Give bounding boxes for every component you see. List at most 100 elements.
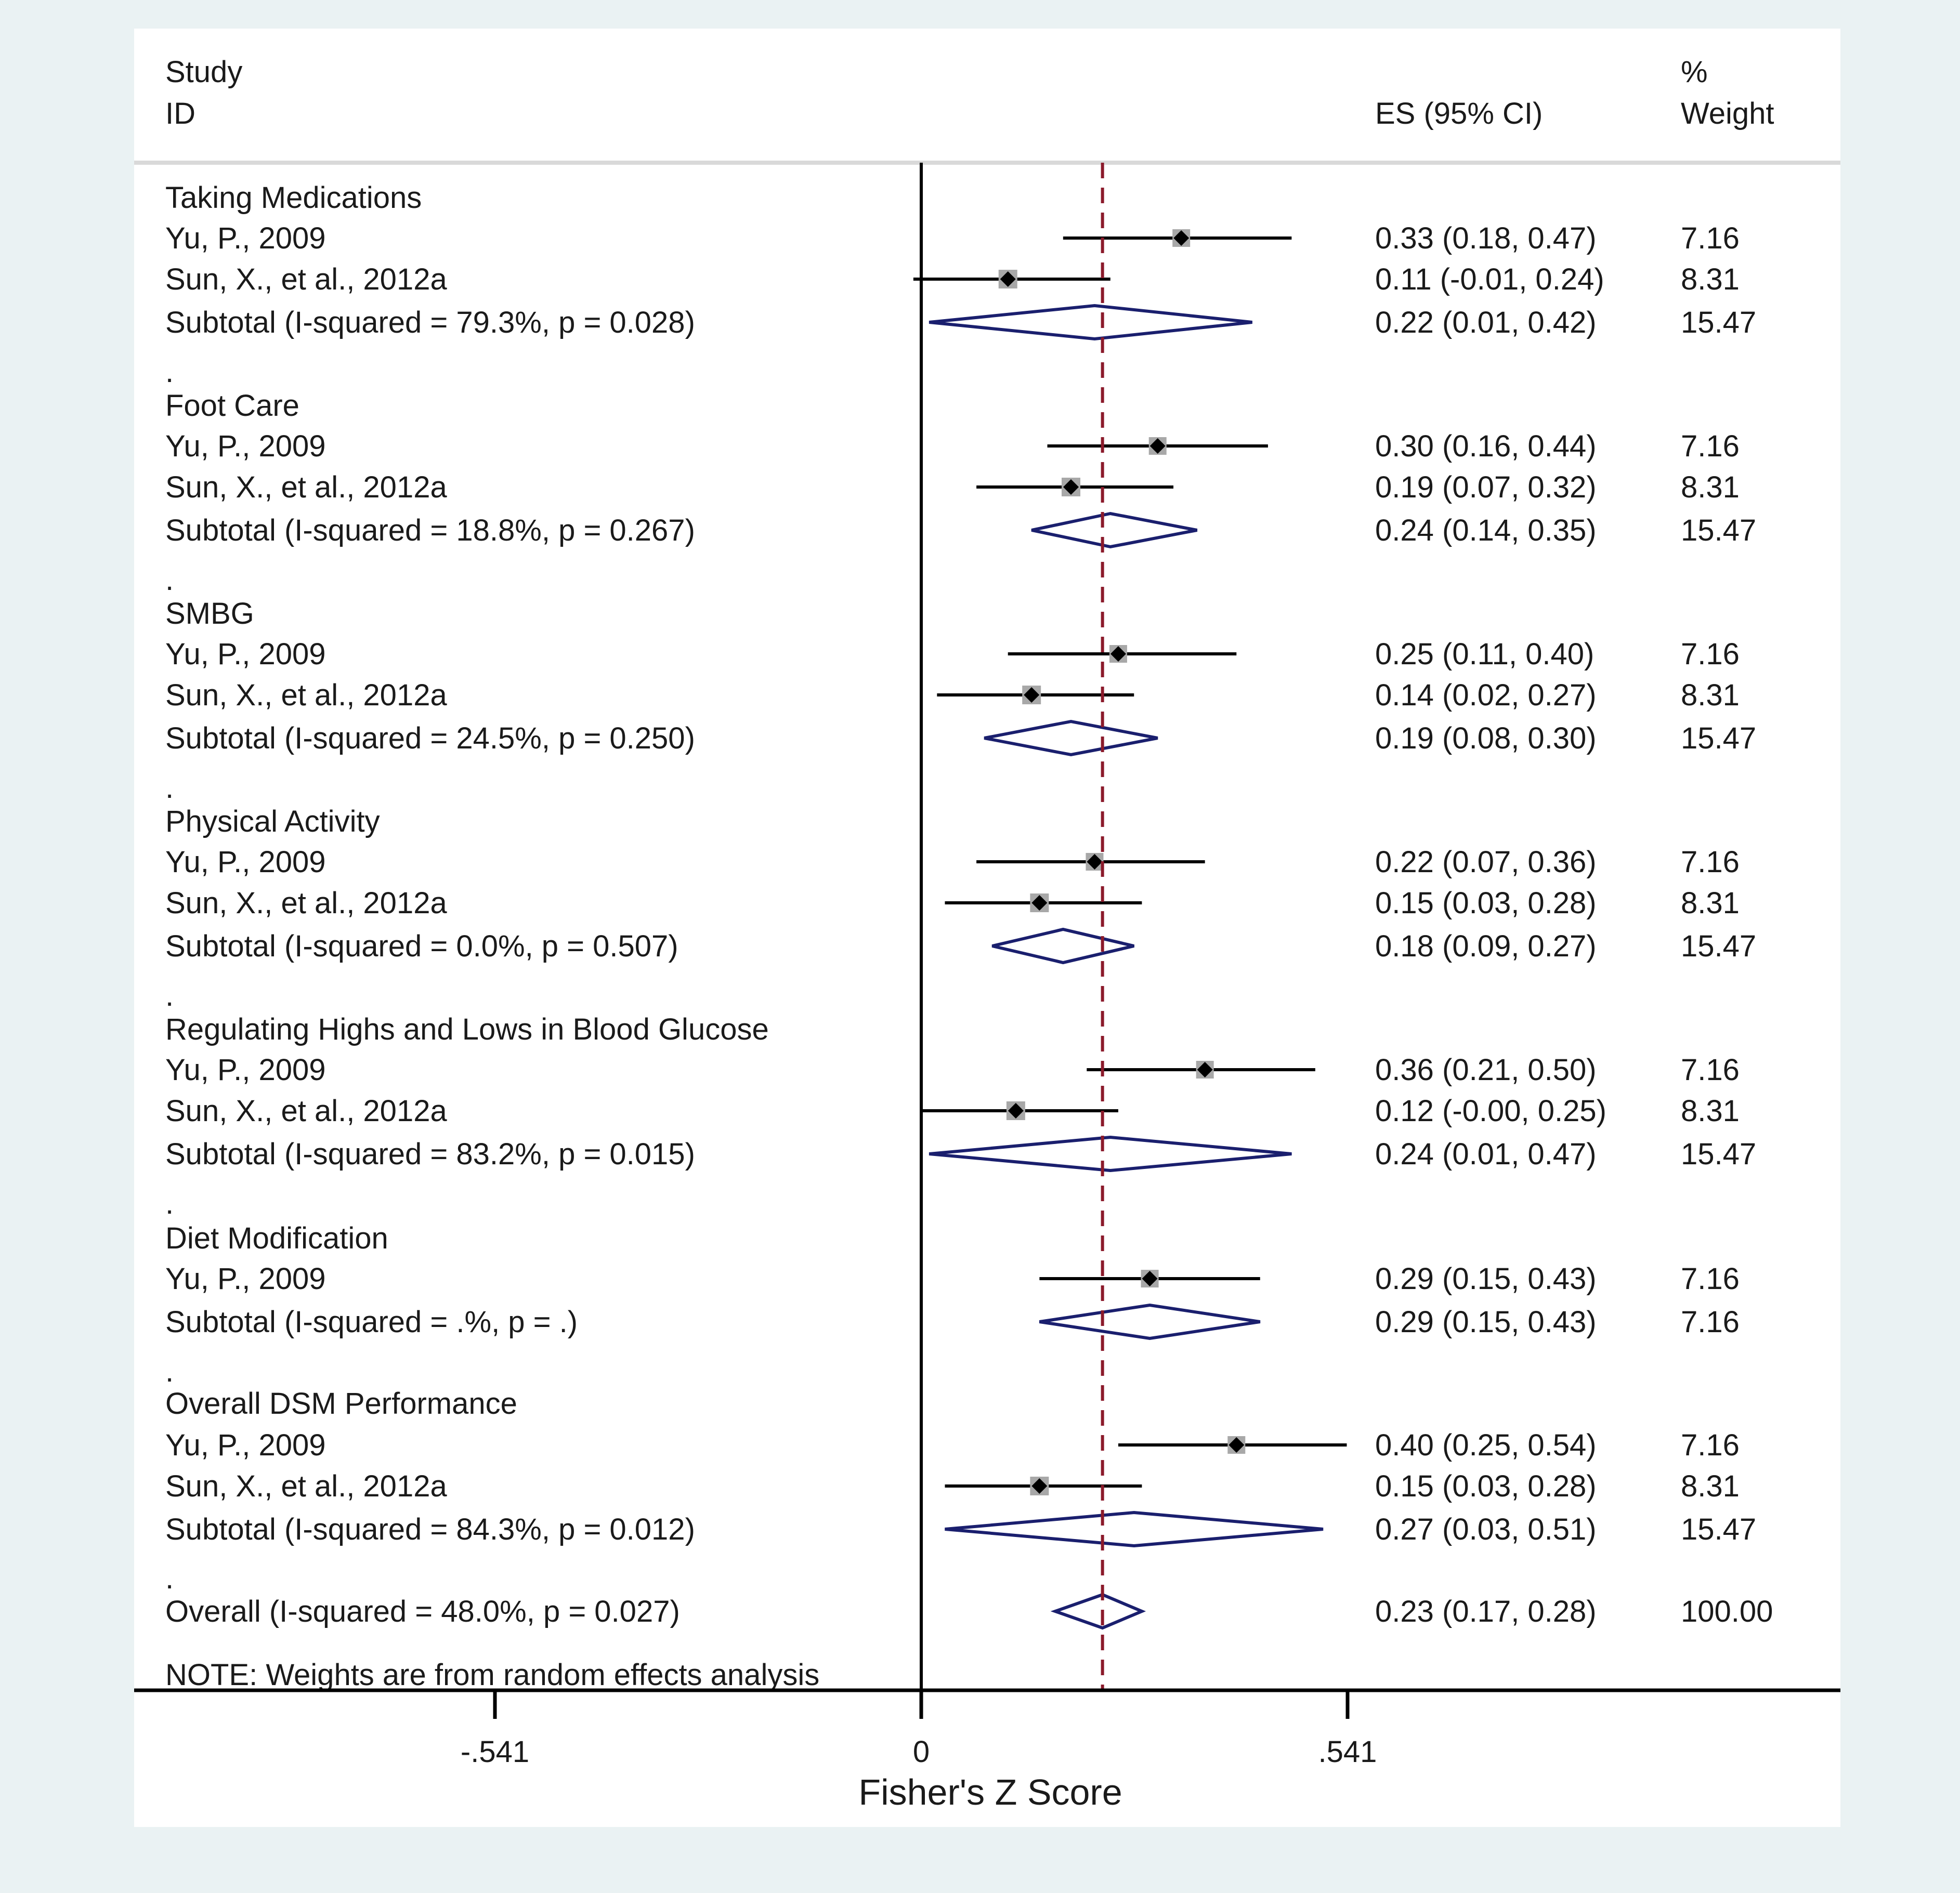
study-label: Yu, P., 2009 xyxy=(165,1262,326,1296)
study-label: Yu, P., 2009 xyxy=(165,221,326,255)
point-estimate-marker xyxy=(1142,1271,1158,1286)
effect-size-ci-text: 0.29 (0.15, 0.43) xyxy=(1375,1262,1597,1296)
point-estimate-marker xyxy=(1087,854,1103,870)
header-es-label: ES (95% CI) xyxy=(1375,97,1543,130)
point-estimate-marker xyxy=(1008,1103,1024,1119)
header-study-label: Study xyxy=(165,55,242,89)
header-percent-label: % xyxy=(1681,55,1708,89)
effect-size-ci-text: 0.25 (0.11, 0.40) xyxy=(1375,637,1594,671)
weight-text: 7.16 xyxy=(1681,1428,1740,1462)
point-estimate-marker xyxy=(1031,1478,1048,1494)
point-estimate-marker xyxy=(1063,479,1079,495)
point-estimate-marker xyxy=(1197,1062,1213,1077)
separator-dot: . xyxy=(165,563,174,597)
weight-text: 7.16 xyxy=(1681,1305,1740,1339)
overall-label: Overall (I-squared = 48.0%, p = 0.027) xyxy=(165,1595,680,1628)
effect-size-ci-text: 0.33 (0.18, 0.47) xyxy=(1375,221,1597,255)
weight-text: 7.16 xyxy=(1681,1053,1740,1087)
subtotal-diamond xyxy=(984,719,1158,757)
weight-text: 8.31 xyxy=(1681,886,1740,920)
effect-size-ci-text: 0.11 (-0.01, 0.24) xyxy=(1375,262,1604,296)
study-label: Sun, X., et al., 2012a xyxy=(165,1094,447,1128)
separator-dot: . xyxy=(165,1561,174,1595)
weight-text: 8.31 xyxy=(1681,262,1740,296)
header-id-label: ID xyxy=(165,97,195,130)
study-label: Yu, P., 2009 xyxy=(165,637,326,671)
separator-dot: . xyxy=(165,1355,174,1388)
effect-size-ci-text: 0.23 (0.17, 0.28) xyxy=(1375,1595,1597,1628)
effect-size-ci-text: 0.22 (0.07, 0.36) xyxy=(1375,845,1597,879)
effect-size-ci-text: 0.24 (0.14, 0.35) xyxy=(1375,514,1597,547)
weight-text: 7.16 xyxy=(1681,429,1740,463)
weight-text: 7.16 xyxy=(1681,637,1740,671)
subtotal-label: Subtotal (I-squared = 0.0%, p = 0.507) xyxy=(165,929,678,963)
study-label: Yu, P., 2009 xyxy=(165,1053,326,1087)
effect-size-ci-text: 0.40 (0.25, 0.54) xyxy=(1375,1428,1597,1462)
subtotal-label: Subtotal (I-squared = 83.2%, p = 0.015) xyxy=(165,1137,695,1171)
point-estimate-marker xyxy=(1229,1437,1245,1453)
subtotal-diamond xyxy=(991,927,1134,965)
effect-size-ci-text: 0.29 (0.15, 0.43) xyxy=(1375,1305,1597,1339)
weight-text: 15.47 xyxy=(1681,306,1756,339)
point-estimate-marker xyxy=(1149,438,1166,454)
overall-diamond xyxy=(1050,1593,1146,1630)
group-label: Physical Activity xyxy=(165,805,380,838)
weight-text: 15.47 xyxy=(1681,1137,1756,1171)
effect-size-ci-text: 0.19 (0.07, 0.32) xyxy=(1375,470,1597,504)
group-label: Diet Modification xyxy=(165,1221,388,1255)
effect-size-ci-text: 0.12 (-0.00, 0.25) xyxy=(1375,1094,1606,1128)
weight-text: 15.47 xyxy=(1681,514,1756,547)
study-label: Yu, P., 2009 xyxy=(165,429,326,463)
subtotal-diamond xyxy=(945,1510,1324,1548)
group-label: Foot Care xyxy=(165,389,299,423)
weight-text: 15.47 xyxy=(1681,721,1756,755)
subtotal-diamond xyxy=(1039,1303,1261,1340)
subtotal-diamond xyxy=(1031,511,1198,549)
weight-text: 7.16 xyxy=(1681,1262,1740,1296)
effect-size-ci-text: 0.14 (0.02, 0.27) xyxy=(1375,678,1597,712)
weight-text: 8.31 xyxy=(1681,1469,1740,1503)
study-label: Sun, X., et al., 2012a xyxy=(165,886,447,920)
weight-text: 100.00 xyxy=(1681,1595,1773,1628)
group-label: Taking Medications xyxy=(165,181,422,215)
study-label: Sun, X., et al., 2012a xyxy=(165,470,447,504)
x-axis-ticks: -.541 0 .541 xyxy=(461,1690,1377,1769)
group-label: Regulating Highs and Lows in Blood Gluco… xyxy=(165,1013,769,1046)
x-tick-label: .541 xyxy=(1318,1735,1377,1769)
study-label: Yu, P., 2009 xyxy=(165,1428,326,1462)
group-label: SMBG xyxy=(165,597,254,630)
weight-text: 15.47 xyxy=(1681,1513,1756,1546)
subtotal-diamond xyxy=(929,304,1252,341)
subtotal-label: Subtotal (I-squared = 84.3%, p = 0.012) xyxy=(165,1513,695,1546)
subtotal-label: Subtotal (I-squared = 24.5%, p = 0.250) xyxy=(165,721,695,755)
point-estimate-marker xyxy=(1173,230,1190,246)
point-estimate-marker xyxy=(1110,646,1126,662)
header-weight-label: Weight xyxy=(1681,97,1774,130)
point-estimate-marker xyxy=(1031,895,1048,911)
study-label: Sun, X., et al., 2012a xyxy=(165,1469,447,1503)
x-axis-title: Fisher's Z Score xyxy=(858,1772,1122,1812)
effect-size-ci-text: 0.22 (0.01, 0.42) xyxy=(1375,306,1597,339)
weight-text: 15.47 xyxy=(1681,929,1756,963)
separator-dot: . xyxy=(165,355,174,389)
subtotal-label: Subtotal (I-squared = 18.8%, p = 0.267) xyxy=(165,514,695,547)
subtotal-diamond xyxy=(929,1135,1292,1173)
point-estimate-marker xyxy=(1024,687,1040,703)
effect-size-ci-text: 0.36 (0.21, 0.50) xyxy=(1375,1053,1597,1087)
study-label: Sun, X., et al., 2012a xyxy=(165,262,447,296)
effect-size-ci-text: 0.18 (0.09, 0.27) xyxy=(1375,929,1597,963)
forest-rows: Taking Medications Yu, P., 2009 0.33 (0.18… xyxy=(165,181,1773,1692)
plot-panel xyxy=(134,29,1840,1827)
effect-size-ci-text: 0.27 (0.03, 0.51) xyxy=(1375,1513,1597,1546)
subtotal-label: Subtotal (I-squared = 79.3%, p = 0.028) xyxy=(165,306,695,339)
study-label: Sun, X., et al., 2012a xyxy=(165,678,447,712)
study-label: Yu, P., 2009 xyxy=(165,845,326,879)
note-label: NOTE: Weights are from random effects an… xyxy=(165,1658,819,1692)
effect-size-ci-text: 0.15 (0.03, 0.28) xyxy=(1375,886,1597,920)
separator-dot: . xyxy=(165,771,174,805)
weight-text: 8.31 xyxy=(1681,1094,1740,1128)
weight-text: 7.16 xyxy=(1681,845,1740,879)
effect-size-ci-text: 0.15 (0.03, 0.28) xyxy=(1375,1469,1597,1503)
weight-text: 8.31 xyxy=(1681,678,1740,712)
